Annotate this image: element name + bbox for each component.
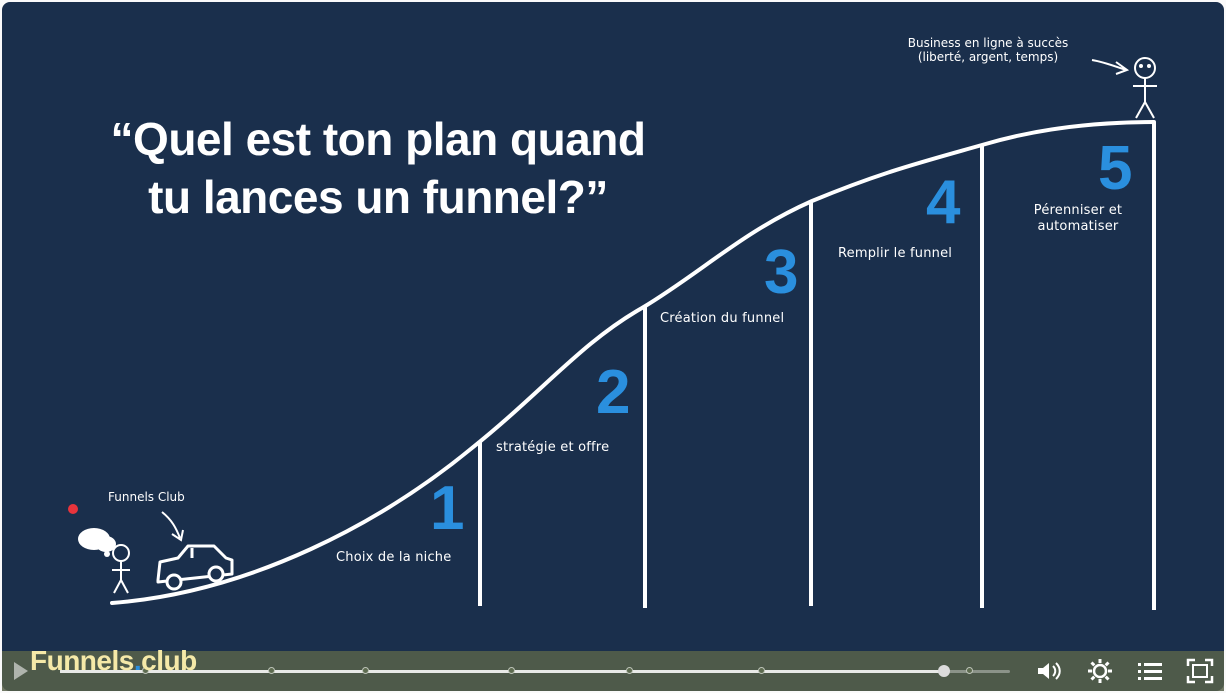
car-arrow-icon: [161, 511, 184, 542]
success-note-line-1: Business en ligne à succès: [907, 36, 1069, 50]
progress-fill: [60, 670, 944, 673]
headline-line-1: “Quel est ton plan quand: [110, 113, 646, 165]
headline: “Quel est ton plan quand tu lances un fu…: [68, 110, 688, 226]
step-label-4: Remplir le funnel: [838, 246, 953, 261]
chapter-marker[interactable]: [508, 667, 515, 674]
fullscreen-icon: [1186, 658, 1214, 684]
brand-suffix: club: [141, 645, 197, 676]
step-label-3: Création du funnel: [660, 311, 785, 326]
step-number-2: 2: [596, 358, 631, 427]
step-label-2: stratégie et offre: [496, 440, 610, 455]
record-dot: [68, 504, 78, 514]
headline-line-2: tu lances un funnel?”: [148, 171, 608, 223]
settings-icon: [1088, 659, 1112, 683]
step-label-1: Choix de la niche: [336, 550, 452, 565]
step-number-5: 5: [1098, 134, 1133, 203]
car-note: Funnels Club: [108, 490, 185, 504]
step-label-5-line-2: automatiser: [1037, 219, 1119, 234]
chapters-button[interactable]: [1134, 656, 1166, 686]
chapter-marker[interactable]: [966, 667, 973, 674]
volume-button[interactable]: [1032, 656, 1064, 686]
scrub-handle[interactable]: [937, 665, 950, 677]
progress-bar[interactable]: [60, 665, 1010, 677]
play-icon[interactable]: [14, 662, 28, 680]
step-number-4: 4: [926, 168, 961, 237]
stick-figure-success-icon: [1133, 57, 1157, 119]
step-label-5-line-1: Pérenniser et: [1033, 203, 1123, 218]
brand-watermark: Funnels.club: [30, 645, 197, 677]
success-note-line-2: (liberté, argent, temps): [917, 50, 1059, 64]
success-arrow-icon: [1091, 59, 1130, 75]
fullscreen-button[interactable]: [1184, 656, 1216, 686]
chapters-icon: [1138, 663, 1162, 680]
chapter-marker[interactable]: [626, 667, 633, 674]
step-number-1: 1: [430, 474, 465, 543]
settings-button[interactable]: [1084, 656, 1116, 686]
growth-curve: [110, 120, 1156, 605]
thought-cloud-icon: [78, 528, 116, 557]
step-label-5: Pérenniser et automatiser: [1018, 203, 1138, 235]
step-number-3: 3: [764, 238, 799, 307]
brand-dot: .: [133, 645, 142, 676]
chapter-marker[interactable]: [268, 667, 275, 674]
brand-name: Funnels: [30, 645, 134, 676]
volume-icon: [1038, 662, 1061, 680]
success-note: Business en ligne à succès (liberté, arg…: [888, 36, 1088, 64]
car-icon: [156, 544, 234, 591]
chapter-marker[interactable]: [362, 667, 369, 674]
chapter-marker[interactable]: [758, 667, 765, 674]
chapter-marker[interactable]: [142, 667, 149, 674]
stick-figure-start-icon: [112, 544, 130, 594]
